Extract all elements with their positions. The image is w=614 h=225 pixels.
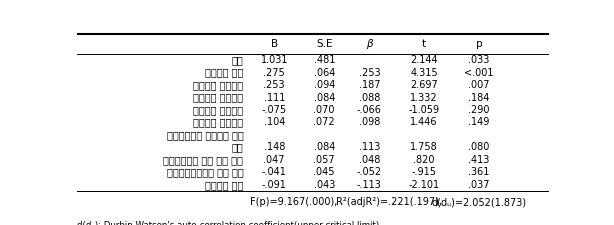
Text: p: p [475,39,482,49]
Text: d(dᵤ): Durbin-Watson's auto-correlation coefficient(upper critical limit): d(dᵤ): Durbin-Watson's auto-correlation … [77,220,379,225]
Text: -.091: -.091 [262,180,287,190]
Text: .187: .187 [359,80,380,90]
Text: 공장건축물이 환경 배려 정도: 공장건축물이 환경 배려 정도 [163,155,243,165]
Text: 거주지역 오염정도: 거주지역 오염정도 [193,105,243,115]
Text: β: β [366,39,373,49]
Text: 녹색건축인증제도 인지 여부: 녹색건축인증제도 인지 여부 [166,167,243,177]
Text: .104: .104 [263,117,285,127]
Text: 2.697: 2.697 [410,80,438,90]
Text: .037: .037 [468,180,489,190]
Text: .088: .088 [359,92,380,103]
Text: 1.332: 1.332 [410,92,438,103]
Text: .184: .184 [468,92,489,103]
Text: 4.315: 4.315 [410,68,438,78]
Text: -.113: -.113 [357,180,382,190]
Text: -.041: -.041 [262,167,287,177]
Text: S.E: S.E [316,39,332,49]
Text: -2.101: -2.101 [408,180,440,190]
Text: t: t [422,39,426,49]
Text: .275: .275 [263,68,285,78]
Text: 2.144: 2.144 [410,55,438,65]
Text: d(dᵤ)=2.052(1.873): d(dᵤ)=2.052(1.873) [431,197,526,207]
Text: .043: .043 [314,180,335,190]
Text: .253: .253 [263,80,285,90]
Text: 1.758: 1.758 [410,142,438,152]
Text: .057: .057 [313,155,335,165]
Text: B: B [271,39,278,49]
Text: .045: .045 [313,167,335,177]
Text: .033: .033 [468,55,489,65]
Text: .072: .072 [313,117,335,127]
Text: .290: .290 [468,105,489,115]
Text: .064: .064 [314,68,335,78]
Text: .149: .149 [468,117,489,127]
Text: -.066: -.066 [357,105,382,115]
Text: .084: .084 [314,92,335,103]
Text: 정도: 정도 [231,142,243,152]
Text: .253: .253 [359,68,380,78]
Text: .094: .094 [314,80,335,90]
Text: F(p)=9.167(.000),: F(p)=9.167(.000), [251,197,338,207]
Text: .481: .481 [314,55,335,65]
Text: R²(adjR²)=.221(.197),: R²(adjR²)=.221(.197), [336,197,442,207]
Text: .820: .820 [413,155,435,165]
Text: 공장주변 오염정도: 공장주변 오염정도 [193,117,243,127]
Text: 환경문제 관심: 환경문제 관심 [205,68,243,78]
Text: 우리나라 오염정도: 우리나라 오염정도 [193,92,243,103]
Text: .098: .098 [359,117,380,127]
Text: .007: .007 [468,80,489,90]
Text: .047: .047 [263,155,285,165]
Text: .113: .113 [359,142,380,152]
Text: 공장건축물이 환경오염 영향: 공장건축물이 환경오염 영향 [166,130,243,140]
Text: 지구환경 오염정도: 지구환경 오염정도 [193,80,243,90]
Text: .361: .361 [468,167,489,177]
Text: .084: .084 [314,142,335,152]
Text: <.001: <.001 [464,68,494,78]
Text: 1.446: 1.446 [410,117,438,127]
Text: .111: .111 [263,92,285,103]
Text: -.915: -.915 [411,167,437,177]
Text: -1.059: -1.059 [408,105,440,115]
Text: .048: .048 [359,155,380,165]
Text: .148: .148 [263,142,285,152]
Text: .413: .413 [468,155,489,165]
Text: 1.031: 1.031 [260,55,288,65]
Text: -.052: -.052 [357,167,382,177]
Text: 상수: 상수 [231,55,243,65]
Text: .070: .070 [313,105,335,115]
Text: 공장분포 정도: 공장분포 정도 [205,180,243,190]
Text: .080: .080 [468,142,489,152]
Text: -.075: -.075 [262,105,287,115]
